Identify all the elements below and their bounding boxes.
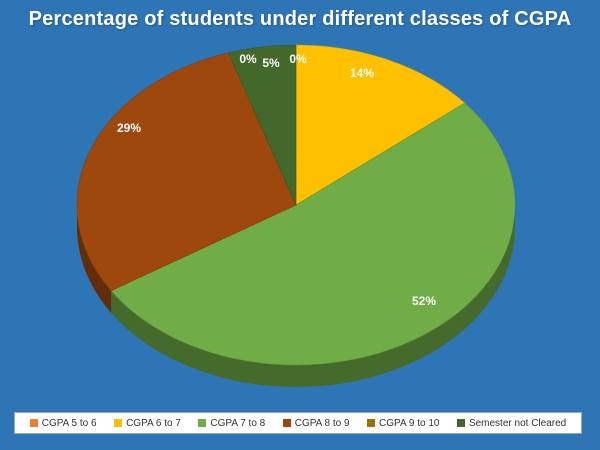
legend-item-cgpa-7-to-8: CGPA 7 to 8 bbox=[198, 418, 265, 429]
legend-swatch-icon bbox=[456, 419, 465, 427]
pie-slice-cgpa-8-to-9 bbox=[76, 52, 297, 292]
legend-swatch-icon bbox=[29, 419, 38, 427]
pie-side-cgpa-8-to-9 bbox=[77, 205, 112, 313]
legend-item-cgpa-6-to-7: CGPA 6 to 7 bbox=[114, 418, 181, 429]
legend-label: CGPA 5 to 6 bbox=[41, 417, 97, 429]
data-label-cgpa-9-to-10: 0% bbox=[239, 52, 257, 66]
legend-swatch-icon bbox=[367, 419, 376, 427]
pie-slice-cgpa-7-to-8 bbox=[110, 102, 516, 366]
pie-slices bbox=[76, 44, 516, 366]
pie-depth bbox=[77, 205, 515, 387]
legend-label: Semester not Cleared bbox=[468, 417, 567, 429]
pie-slice-semester-not-cleared bbox=[227, 44, 297, 206]
legend-item-cgpa-9-to-10: CGPA 9 to 10 bbox=[367, 418, 439, 429]
legend-swatch-icon bbox=[198, 419, 207, 427]
legend-label: CGPA 9 to 10 bbox=[379, 417, 440, 429]
data-label-cgpa-7-to-8: 52% bbox=[412, 294, 436, 308]
legend-item-cgpa-5-to-6: CGPA 5 to 6 bbox=[29, 417, 97, 429]
pie-slice-cgpa-6-to-7 bbox=[295, 44, 466, 206]
legend-label: CGPA 8 to 9 bbox=[294, 417, 350, 429]
legend-label: CGPA 7 to 8 bbox=[210, 417, 266, 429]
legend: CGPA 5 to 6 CGPA 6 to 7 CGPA 7 to 8 CGPA 8 … bbox=[14, 412, 582, 434]
legend-label: CGPA 6 to 7 bbox=[126, 417, 181, 429]
data-label-semester-not-cleared: 5% bbox=[262, 56, 280, 70]
data-label-cgpa-8-to-9: 29% bbox=[117, 121, 141, 135]
legend-item-cgpa-8-to-9: CGPA 8 to 9 bbox=[282, 417, 350, 429]
legend-swatch-icon bbox=[282, 419, 291, 427]
legend-swatch-icon bbox=[114, 419, 123, 427]
chart-title: Percentage of students under different c… bbox=[28, 8, 572, 30]
pie-side-cgpa-7-to-8 bbox=[111, 205, 515, 387]
pie-data-labels: 14% 52% 29% 0% 5% 0% bbox=[117, 52, 436, 308]
data-label-cgpa-6-to-7: 14% bbox=[350, 66, 374, 80]
data-label-cgpa-5-to-6: 0% bbox=[289, 52, 307, 66]
legend-item-semester-not-cleared: Semester not Cleared bbox=[456, 417, 567, 429]
